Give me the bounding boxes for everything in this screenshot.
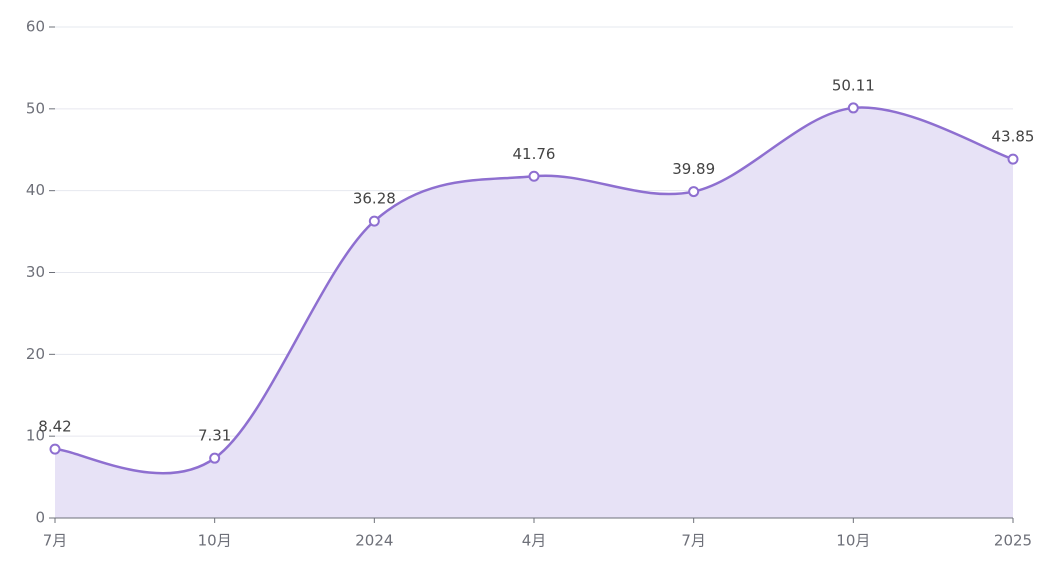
x-tick-label: 10月 [198, 532, 232, 550]
y-tick-label: 30 [26, 263, 45, 281]
point [209, 452, 221, 464]
point [688, 186, 700, 198]
area [55, 107, 1013, 519]
point [528, 170, 540, 182]
point [847, 102, 859, 114]
y-tick-label: 20 [26, 345, 45, 363]
x-tick-label: 2024 [355, 532, 393, 550]
x-tick-label: 2025 [994, 532, 1032, 550]
x-tick-label: 4月 [522, 532, 547, 550]
y-tick-label: 0 [35, 509, 45, 527]
data-label: 7.31 [198, 427, 231, 445]
point [49, 443, 61, 455]
x-tick-label: 7月 [681, 532, 706, 550]
y-tick-label: 60 [26, 18, 45, 36]
data-label: 41.76 [513, 145, 556, 163]
x-tick-label: 10月 [836, 532, 870, 550]
y-tick-label: 50 [26, 99, 45, 117]
point [1007, 153, 1019, 165]
data-label: 36.28 [353, 190, 396, 208]
data-label: 50.11 [832, 76, 875, 94]
y-tick-label: 40 [26, 181, 45, 199]
data-label: 8.42 [38, 418, 71, 436]
point [368, 215, 380, 227]
y-tick-label: 10 [26, 427, 45, 445]
x-tick-label: 7月 [43, 532, 68, 550]
data-label: 43.85 [992, 128, 1035, 146]
data-label: 39.89 [672, 160, 715, 178]
